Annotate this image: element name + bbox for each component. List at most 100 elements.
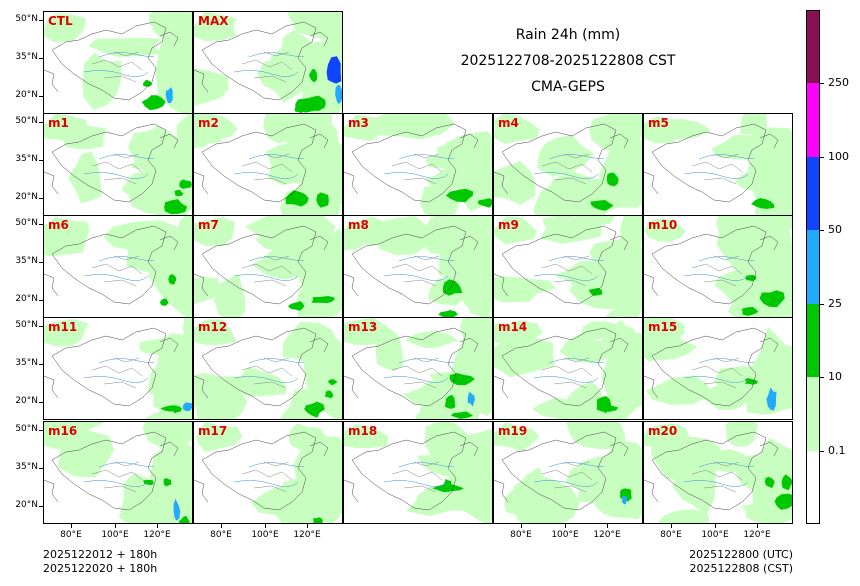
rain-area-moderate (590, 200, 614, 211)
province-border (541, 255, 593, 287)
x-tick-mark (521, 524, 522, 528)
colorbar-level-label: 25 (828, 296, 842, 310)
province-border (241, 255, 293, 287)
rain-area-light (194, 12, 236, 42)
river-line (683, 154, 755, 179)
map-panel-m18: m18 (343, 421, 493, 524)
x-tick-mark (265, 524, 266, 528)
rain-area-light (298, 228, 342, 317)
map-panel-m5: m5 (643, 113, 793, 216)
panel-map-svg (44, 318, 192, 419)
rain-area-moderate (178, 515, 190, 523)
y-tick-mark (39, 198, 43, 199)
rain-area-moderate (295, 95, 326, 113)
country-border (651, 431, 767, 511)
y-tick-label: 50°N (15, 116, 38, 126)
province-border (241, 461, 293, 493)
panel-label: MAX (198, 14, 229, 28)
panel-map-svg (494, 216, 642, 317)
river-line (683, 358, 755, 383)
colorbar-tick (820, 450, 824, 452)
panel-map-svg (44, 422, 192, 523)
country-border (351, 431, 467, 511)
coast-line (44, 235, 179, 297)
country-border (201, 225, 317, 305)
y-tick-mark (39, 300, 43, 301)
rain-area-light (599, 135, 642, 208)
panel-map-svg (344, 216, 492, 317)
coast-line (494, 133, 629, 195)
rain-area-heavy (621, 495, 628, 505)
rain-area-light (244, 216, 336, 250)
rain-area-moderate (168, 274, 177, 285)
x-tick-mark (715, 524, 716, 528)
y-tick-label: 20°N (15, 294, 38, 304)
rain-area-light (494, 422, 540, 452)
panel-map-svg (344, 114, 492, 215)
coast-line (44, 133, 179, 195)
colorbar-segment (806, 10, 820, 84)
colorbar-segment (806, 230, 820, 304)
y-tick-mark (39, 224, 43, 225)
rain-area-light (644, 318, 685, 349)
rain-area-moderate (327, 379, 338, 386)
rain-area-light (155, 23, 192, 113)
rain-area-light (82, 52, 122, 111)
province-border (391, 357, 443, 389)
rain-area-heavy (467, 391, 475, 407)
river-line (233, 154, 305, 179)
rain-area-light (195, 115, 238, 143)
rain-area-moderate (764, 476, 775, 489)
colorbar-segment (806, 156, 820, 231)
rain-area-light (494, 114, 540, 145)
rain-area-light (740, 114, 769, 139)
panel-label: m10 (648, 218, 678, 232)
country-border (501, 431, 617, 511)
river-line (83, 256, 155, 281)
x-tick-label: 100°E (551, 530, 579, 540)
river-line (683, 462, 755, 487)
coast-line (344, 133, 479, 195)
panel-label: m5 (648, 116, 669, 130)
rain-area-moderate (444, 394, 456, 409)
rain-area-light (494, 161, 536, 205)
y-tick-mark (39, 468, 43, 469)
rain-area-light (601, 327, 642, 419)
map-panel-m20: m20 (643, 421, 793, 524)
y-tick-label: 20°N (15, 500, 38, 510)
x-tick-mark (757, 524, 758, 528)
y-tick-mark (39, 122, 43, 123)
rain-area-light (196, 422, 243, 452)
y-tick-mark (39, 430, 43, 431)
rain-area-light (287, 12, 342, 44)
rain-area-light (344, 424, 389, 449)
country-border (51, 327, 167, 407)
rain-area-light (142, 422, 192, 449)
panel-label: m15 (648, 320, 678, 334)
colorbar-tick (820, 83, 824, 85)
y-tick-mark (39, 364, 43, 365)
country-border (501, 123, 617, 203)
rain-area-moderate (774, 493, 792, 510)
rain-area-light (644, 116, 691, 144)
panel-map-svg (344, 422, 492, 523)
y-tick-label: 35°N (15, 154, 38, 164)
country-border (51, 431, 167, 511)
x-tick-mark (565, 524, 566, 528)
panel-label: m2 (198, 116, 219, 130)
rain-area-moderate (164, 199, 188, 214)
map-panel-m14: m14 (493, 317, 643, 420)
coast-line (194, 337, 329, 399)
x-tick-label: 120°E (143, 530, 171, 540)
province-border (91, 357, 143, 389)
rain-area-light (532, 397, 595, 419)
rain-area-moderate (288, 301, 305, 311)
rain-area-light (344, 114, 390, 141)
rain-area-moderate (449, 373, 475, 386)
colorbar-level-label: 50 (828, 223, 842, 237)
panel-map-svg (494, 319, 642, 419)
rain-area-light (447, 435, 492, 523)
country-border (651, 123, 767, 203)
rain-area-light (599, 440, 642, 520)
rain-area-very-heavy (326, 56, 342, 84)
